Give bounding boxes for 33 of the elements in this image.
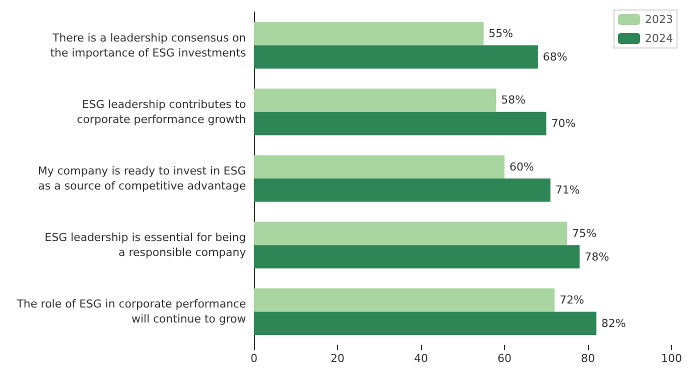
y-tick-label: There is a leadership consensus on the importance of ESG investments <box>50 31 246 60</box>
data-label: 70% <box>551 117 576 130</box>
data-label: 71% <box>555 184 580 197</box>
x-tick-label: 40 <box>414 352 428 365</box>
data-label: 60% <box>510 160 534 174</box>
data-label: 78% <box>584 250 610 264</box>
bar <box>254 245 580 268</box>
x-tick-label: 60 <box>498 352 512 365</box>
bar <box>254 22 484 46</box>
x-tick-label: 80 <box>581 352 595 365</box>
data-label: 55% <box>488 27 514 40</box>
bar <box>254 112 546 136</box>
bar <box>254 222 568 246</box>
bar <box>254 178 550 202</box>
y-tick-label: ESG leadership contributes to corporate performance growth <box>76 98 246 126</box>
bar <box>254 88 496 112</box>
legend-label: 2024 <box>645 32 674 45</box>
x-tick-label: 0 <box>250 352 258 365</box>
bar <box>254 312 596 336</box>
y-tick-label: ESG leadership is essential for being a responsible company <box>44 231 246 260</box>
y-tick-label: The role of ESG in corporate performance will continue to grow <box>16 298 246 326</box>
data-label: 58% <box>501 94 526 107</box>
data-label: 82% <box>601 316 626 330</box>
data-label: 68% <box>542 50 568 64</box>
legend-label: 2023 <box>645 13 674 26</box>
data-label: 72% <box>560 294 584 307</box>
bar <box>254 45 538 69</box>
x-tick-label: 100 <box>661 352 682 365</box>
data-label: 75% <box>572 226 597 240</box>
x-tick-label: 20 <box>330 352 344 365</box>
bar <box>254 288 555 312</box>
y-tick-label: My company is ready to invest in ESG as a source of competitive advantage <box>38 164 246 192</box>
bar <box>254 155 504 178</box>
